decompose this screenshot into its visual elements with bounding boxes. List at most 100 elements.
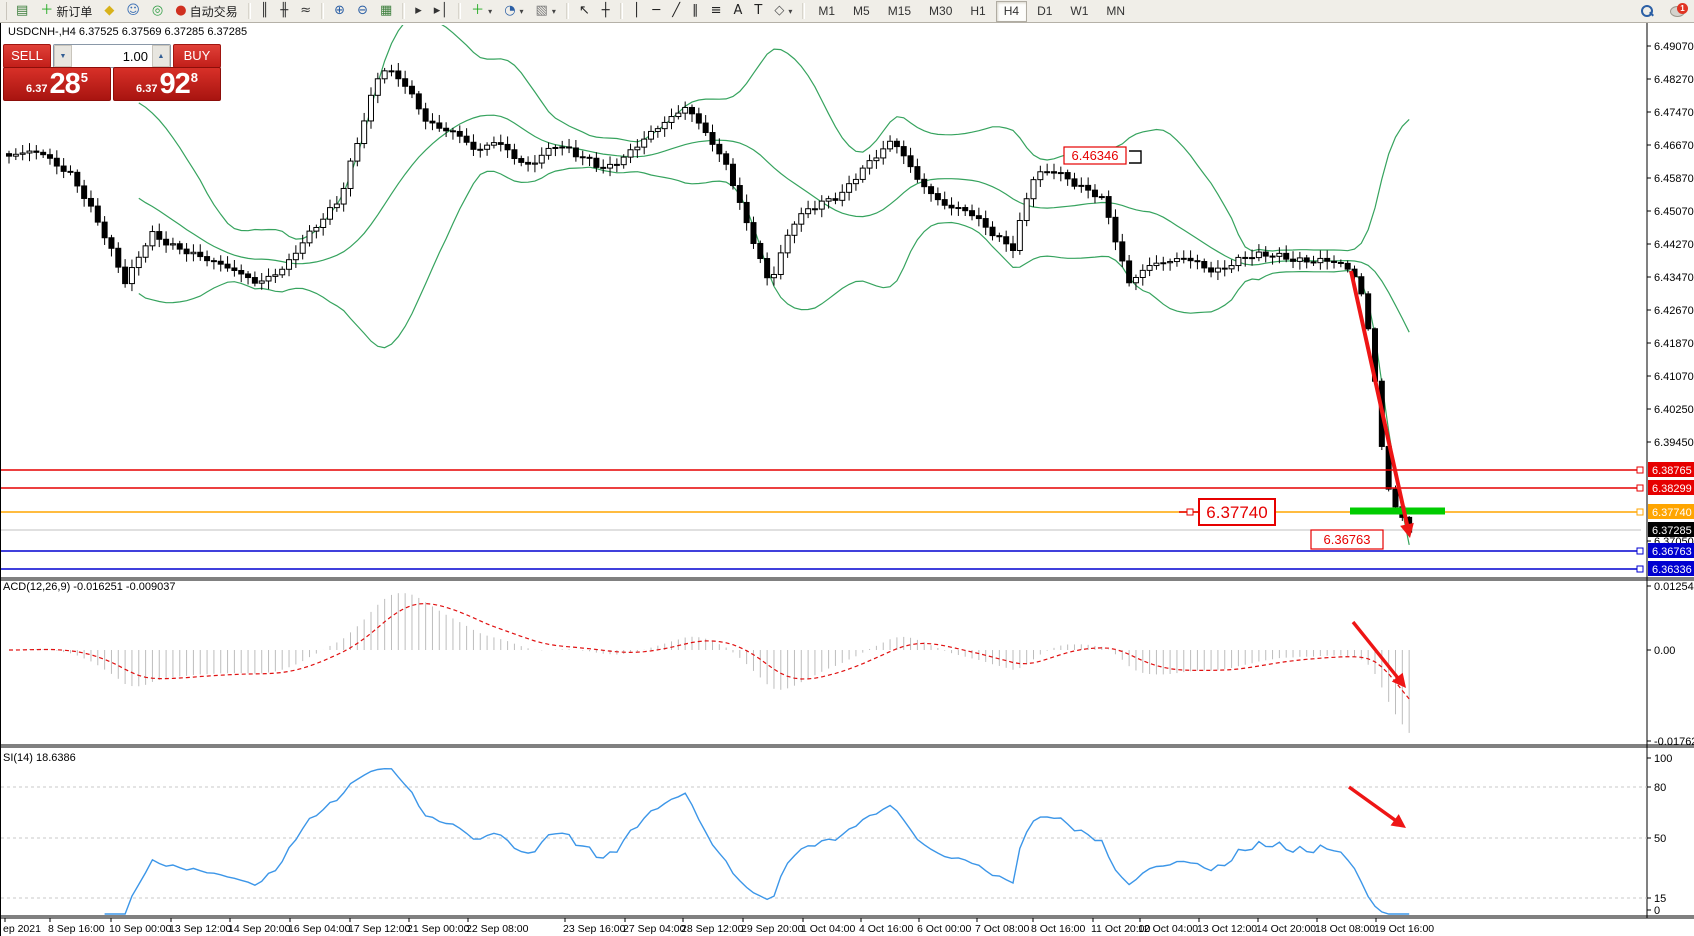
templates-icon[interactable]: ▧ ▾ <box>531 0 561 22</box>
time-tick-label: 7 Oct 08:00 <box>975 923 1029 935</box>
sell-price-main: 28 <box>49 68 80 100</box>
time-tick-label: 13 Oct 12:00 <box>1197 923 1257 935</box>
red-arrow-head[interactable] <box>1391 672 1406 688</box>
volume-decrease-button[interactable]: ▼ <box>54 45 72 67</box>
text-label-icon[interactable]: T <box>749 0 767 22</box>
one-click-trading-panel: SELL ▼ ▲ BUY 6.37 28 5 6.37 92 8 <box>3 44 221 101</box>
timeframe-button-h4[interactable]: H4 <box>995 0 1028 22</box>
arrows-icon[interactable]: ◇ ▾ <box>769 0 797 22</box>
toolbar-separator <box>802 3 806 19</box>
price-annotation-6.36763[interactable]: 6.36763 <box>1310 529 1384 550</box>
red-arrow-line[interactable] <box>1349 270 1411 531</box>
sell-button[interactable]: SELL <box>3 44 51 68</box>
trend-arrows[interactable] <box>1348 270 1414 828</box>
sell-price[interactable]: 6.37 28 5 <box>3 67 111 101</box>
periods-icon[interactable]: ◔ ▾ <box>499 0 528 22</box>
rsi-axis-label: 100 <box>1654 753 1672 765</box>
toolbar-separator <box>458 3 462 19</box>
chart-canvas[interactable]: 6.46346 6.37740 6.36763 6.49070 6.48270 6.474… <box>1 23 1694 936</box>
chat-icon[interactable]: 1 <box>1670 3 1688 18</box>
timeframe-button-m30[interactable]: M30 <box>929 3 953 18</box>
bollinger-middle-band <box>138 114 1410 333</box>
timeframe-button-m15[interactable]: M15 <box>887 3 912 18</box>
line-handle[interactable] <box>1636 508 1644 516</box>
buy-price[interactable]: 6.37 92 8 <box>113 67 221 101</box>
account-icon[interactable]: ☺ <box>121 0 145 22</box>
account-icon: ☺ <box>126 3 140 18</box>
time-tick-label: 29 Sep 20:00 <box>741 923 804 935</box>
tile-windows-icon[interactable]: ▦ <box>375 0 397 22</box>
red-arrow-line[interactable] <box>1351 620 1403 683</box>
line-handle[interactable] <box>1636 466 1644 474</box>
new-order-button-label: 新订单 <box>56 4 93 19</box>
zoom-out-icon[interactable]: ⊖ <box>352 0 373 22</box>
macd-indicator-label: ACD(12,26,9) -0.016251 -0.009037 <box>3 581 176 593</box>
equidistant-channel-icon: ∥ <box>692 3 699 18</box>
line-chart-icon[interactable]: ≈ <box>295 0 316 22</box>
price-bracket-mark[interactable] <box>1129 150 1142 164</box>
axis-badge-label: 6.38299 <box>1652 483 1692 495</box>
timeframe-button-w1[interactable]: W1 <box>1070 3 1089 18</box>
new-order-button[interactable]: ＋新订单 <box>35 0 97 22</box>
zoom-in-icon[interactable]: ⊕ <box>329 0 350 22</box>
horizontal-line-icon: ─ <box>652 3 661 18</box>
price-tick-label: 6.42670 <box>1654 305 1694 317</box>
price-tick-label: 6.45870 <box>1654 173 1694 185</box>
search-icon[interactable] <box>1640 4 1654 18</box>
time-tick-label: 28 Sep 12:00 <box>681 923 744 935</box>
macd-axis-label: 0.012546 <box>1654 581 1694 593</box>
timeframe-button-d1[interactable]: D1 <box>1037 3 1053 18</box>
timeframe-button-h1[interactable]: H1 <box>970 3 986 18</box>
time-tick-label: 23 Sep 16:00 <box>563 923 626 935</box>
fibonacci-icon[interactable]: ≡ <box>706 0 727 22</box>
equidistant-channel-icon[interactable]: ∥ <box>687 0 704 22</box>
cursor-icon[interactable]: ↖ <box>574 0 595 22</box>
time-tick-label: 8 Oct 16:00 <box>1031 923 1085 935</box>
bar-chart-icon: ║ <box>260 3 269 18</box>
red-arrow-head[interactable] <box>1390 814 1406 828</box>
line-handle[interactable] <box>1636 484 1644 492</box>
axis-badge-6.38765 <box>1648 462 1694 477</box>
axis-badge-6.36763 <box>1648 543 1694 558</box>
candlestick-chart-icon[interactable]: ╫ <box>275 0 293 22</box>
axis-badge-6.37740 <box>1648 504 1694 519</box>
signal-icon[interactable]: ◎ <box>147 0 168 22</box>
timeframe-button-m5[interactable]: M5 <box>853 3 870 18</box>
red-arrow-head[interactable] <box>1400 522 1414 538</box>
buy-button[interactable]: BUY <box>173 44 221 68</box>
price-annotation-6.37740[interactable]: 6.37740 <box>1179 498 1276 526</box>
price-annotation-6.46346[interactable]: 6.46346 <box>1063 146 1127 165</box>
history-center-icon[interactable]: ◆ <box>99 0 119 22</box>
autotrade-button[interactable]: ● 自动交易 <box>170 0 242 22</box>
time-tick-label: 1 Oct 04:00 <box>801 923 855 935</box>
auto-scroll-icon[interactable]: ▸ <box>410 0 427 22</box>
toolbar-separator <box>321 3 325 19</box>
vertical-line-icon: │ <box>632 3 641 18</box>
text-label-icon: T <box>754 3 763 18</box>
text-icon[interactable]: A <box>728 0 747 22</box>
time-tick-label: 22 Sep 08:00 <box>466 923 529 935</box>
timeframe-button-mn[interactable]: MN <box>1106 3 1126 18</box>
timeframe-button-m1[interactable]: M1 <box>818 3 836 18</box>
line-handle[interactable] <box>1636 565 1644 573</box>
price-axis[interactable]: 6.49070 6.48270 6.47470 6.46670 6.45870 6.450… <box>1647 41 1694 917</box>
indicators-icon[interactable]: ＋ ▾ <box>466 0 497 22</box>
price-tick-label: 6.44270 <box>1654 239 1694 251</box>
volume-input[interactable] <box>72 45 152 67</box>
crosshair-icon[interactable]: ┼ <box>597 0 615 22</box>
time-tick-label: 13 Sep 12:00 <box>169 923 232 935</box>
vertical-line-icon[interactable]: │ <box>628 0 646 22</box>
chart-shift-icon[interactable]: ▸│ <box>429 0 453 22</box>
red-arrow-line[interactable] <box>1348 785 1401 825</box>
trendline-icon[interactable]: ╱ <box>667 0 685 22</box>
time-tick-label: 17 Sep 12:00 <box>348 923 411 935</box>
horizontal-line-icon[interactable]: ─ <box>647 0 665 22</box>
templates-icon: ▧ <box>535 3 548 18</box>
volume-increase-button[interactable]: ▲ <box>152 45 170 67</box>
line-handle[interactable] <box>1636 547 1644 555</box>
axis-badge-label: 6.37285 <box>1652 525 1692 537</box>
new-chart-icon[interactable]: ▤ <box>11 0 33 22</box>
bar-chart-icon[interactable]: ║ <box>256 0 274 22</box>
